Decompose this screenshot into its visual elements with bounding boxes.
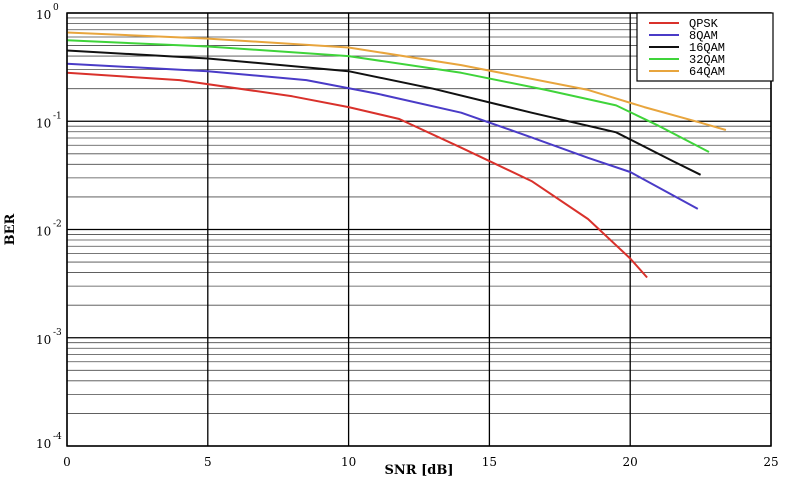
x-tick-label: 25 [763, 455, 778, 469]
legend-label: QPSK [689, 17, 719, 31]
series-line-8qam [66, 62, 699, 210]
y-tick-exponent: -1 [53, 111, 62, 121]
y-tick-labels: 10 0 10 -1 10 -2 10 -3 10 -4 [36, 3, 62, 451]
y-tick-base: 10 [36, 116, 51, 130]
series-line-32qam [66, 39, 710, 153]
x-tick-label: 0 [63, 455, 71, 469]
series-lines [66, 31, 727, 279]
legend-label: 8QAM [689, 29, 718, 43]
series-line-qpsk [66, 71, 648, 279]
y-tick-base: 10 [36, 437, 51, 451]
series-line-16qam [66, 49, 702, 176]
x-tick-label: 5 [204, 455, 212, 469]
x-tick-label: 20 [623, 455, 638, 469]
y-axis-label: BER [3, 213, 18, 245]
y-tick-label: 10 0 [36, 3, 59, 22]
y-tick-label: 10 -1 [36, 111, 62, 130]
x-tick-labels: 0 5 10 15 20 25 [63, 455, 778, 469]
y-tick-exponent: -3 [53, 328, 62, 338]
y-tick-label: 10 -4 [36, 432, 62, 451]
x-tick-label: 10 [341, 455, 356, 469]
y-tick-base: 10 [36, 225, 51, 239]
x-axis-label: SNR [dB] [385, 463, 454, 478]
x-tick-label: 15 [482, 455, 497, 469]
legend-label: 16QAM [689, 41, 725, 55]
legend-entry-32qam: 32QAM [649, 53, 725, 67]
y-tick-base: 10 [36, 333, 51, 347]
legend-label: 32QAM [689, 53, 725, 67]
y-tick-exponent: -4 [53, 432, 62, 442]
legend-label: 64QAM [689, 65, 725, 79]
y-tick-exponent: -2 [53, 220, 62, 230]
legend-entry-16qam: 16QAM [649, 41, 725, 55]
y-tick-label: 10 -2 [36, 220, 62, 239]
y-tick-base: 10 [36, 8, 51, 22]
y-tick-exponent: 0 [53, 3, 59, 13]
y-tick-label: 10 -3 [36, 328, 62, 347]
legend-entry-qpsk: QPSK [649, 17, 719, 31]
legend: QPSK 8QAM 16QAM 32QAM 64QAM [636, 12, 774, 82]
legend-entry-8qam: 8QAM [649, 29, 718, 43]
legend-entry-64qam: 64QAM [649, 65, 725, 79]
series-line-64qam [66, 31, 727, 131]
plot-frame [66, 12, 772, 447]
